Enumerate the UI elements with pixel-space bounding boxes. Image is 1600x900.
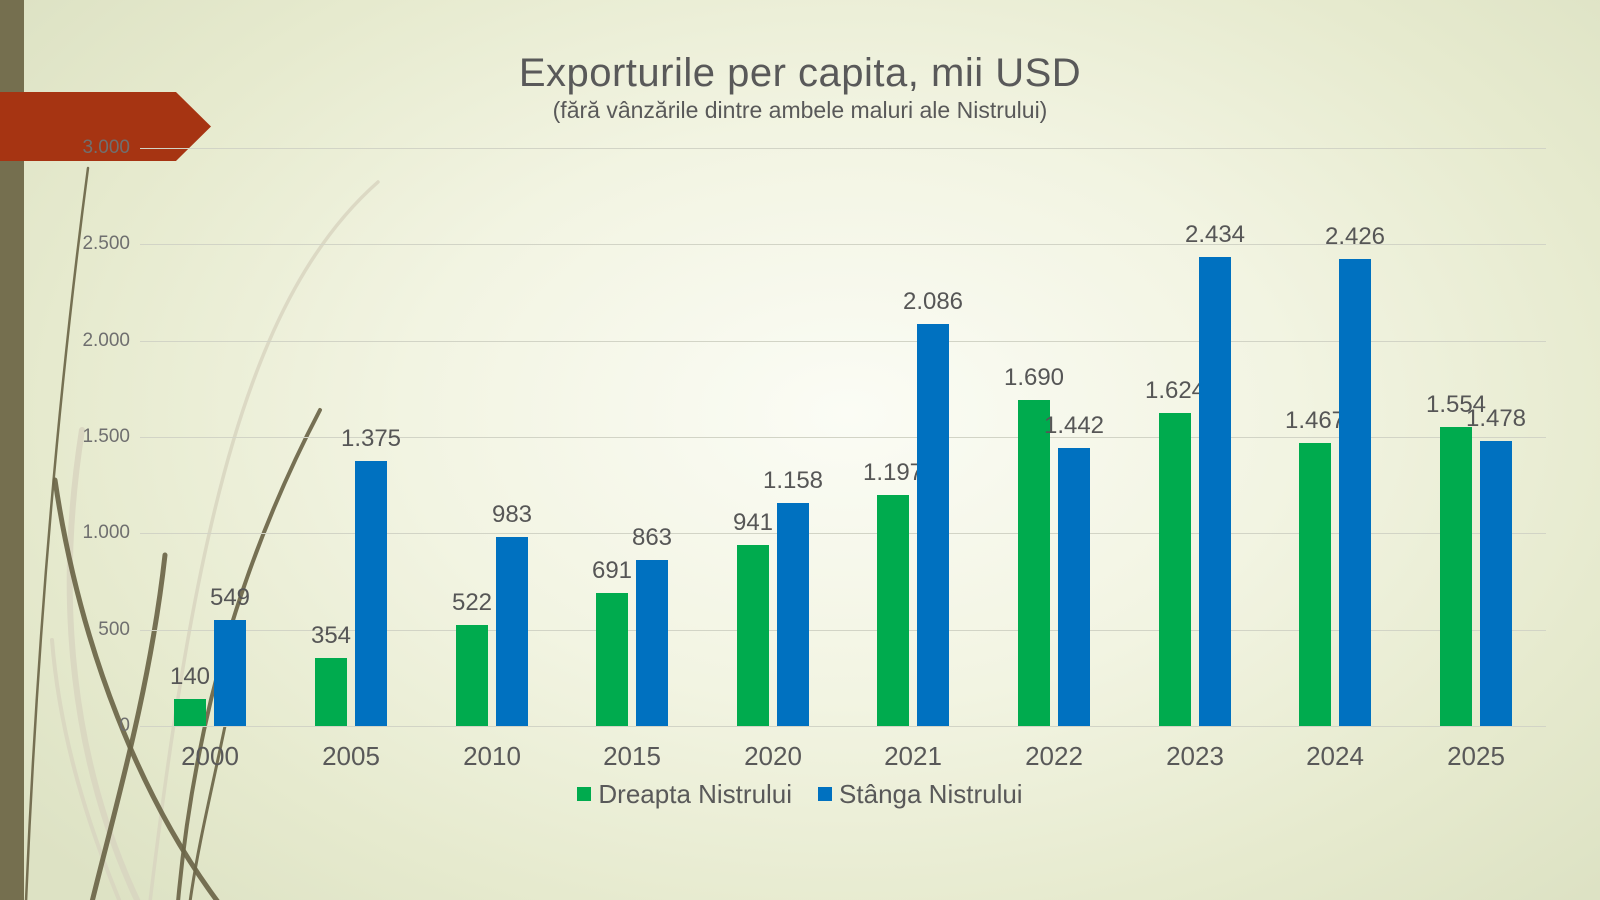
y-tick-label: 2.500 bbox=[82, 233, 130, 254]
x-tick-label: 2000 bbox=[181, 741, 239, 771]
y-tick-label: 500 bbox=[98, 619, 130, 640]
bar-value-label: 691 bbox=[591, 557, 633, 584]
bar-dreapta-2024 bbox=[1299, 443, 1331, 726]
bar-stanga-2023 bbox=[1199, 257, 1231, 726]
bar-value-label: 863 bbox=[631, 524, 673, 551]
bar-stanga-2022 bbox=[1058, 448, 1090, 726]
bar-value-label: 1.467 bbox=[1284, 407, 1346, 434]
red-arrow-accent bbox=[0, 92, 211, 161]
title-block: Exporturile per capita, mii USD (fără vâ… bbox=[0, 50, 1600, 123]
x-tick-label: 2005 bbox=[322, 741, 380, 771]
bar-value-label: 2.426 bbox=[1324, 223, 1386, 250]
legend-entry-dreapta: Dreapta Nistrului bbox=[577, 779, 792, 809]
x-tick-label: 2021 bbox=[884, 741, 942, 771]
legend-entry-stanga: Stânga Nistrului bbox=[818, 779, 1023, 809]
y-tick-label: 1.500 bbox=[82, 426, 130, 447]
legend-label-stanga: Stânga Nistrului bbox=[839, 779, 1023, 809]
bar-dreapta-2022 bbox=[1018, 400, 1050, 726]
bar-stanga-2010 bbox=[496, 537, 528, 726]
chart-legend: Dreapta Nistrului Stânga Nistrului bbox=[0, 779, 1600, 809]
bar-value-label: 522 bbox=[451, 589, 493, 616]
x-tick-label: 2025 bbox=[1447, 741, 1505, 771]
x-tick-label: 2010 bbox=[463, 741, 521, 771]
y-tick-label: 1.000 bbox=[82, 522, 130, 543]
legend-swatch-green-icon bbox=[577, 787, 592, 801]
gridline-2.500 bbox=[140, 244, 1546, 245]
bar-value-label: 1.197 bbox=[862, 459, 924, 486]
x-tick-label: 2024 bbox=[1306, 741, 1364, 771]
legend-swatch-blue-icon bbox=[818, 787, 833, 801]
bar-value-label: 354 bbox=[310, 622, 352, 649]
gridline-2.000 bbox=[140, 341, 1546, 342]
bar-stanga-2021 bbox=[917, 324, 949, 726]
bar-value-label: 1.442 bbox=[1043, 412, 1105, 439]
bar-dreapta-2021 bbox=[877, 495, 909, 726]
bar-value-label: 2.086 bbox=[902, 288, 964, 315]
x-tick-label: 2015 bbox=[603, 741, 661, 771]
bar-dreapta-2023 bbox=[1159, 413, 1191, 726]
slide-subtitle: (fără vânzările dintre ambele maluri ale… bbox=[552, 97, 1048, 123]
gridline-3.000 bbox=[140, 148, 1546, 149]
bar-stanga-2005 bbox=[355, 461, 387, 726]
gridline-1.000 bbox=[140, 533, 1546, 534]
bar-stanga-2015 bbox=[636, 560, 668, 726]
bar-value-label: 1.158 bbox=[762, 467, 824, 494]
bar-value-label: 1.690 bbox=[1003, 364, 1065, 391]
bar-dreapta-2020 bbox=[737, 545, 769, 726]
bar-value-label: 140 bbox=[169, 663, 211, 690]
bar-dreapta-2010 bbox=[456, 625, 488, 726]
gridline-1.500 bbox=[140, 437, 1546, 438]
y-tick-label: 0 bbox=[119, 715, 130, 736]
bar-dreapta-2000 bbox=[174, 699, 206, 726]
bar-stanga-2020 bbox=[777, 503, 809, 726]
gridline-500 bbox=[140, 630, 1546, 631]
x-tick-label: 2020 bbox=[744, 741, 802, 771]
legend-label-dreapta: Dreapta Nistrului bbox=[598, 779, 793, 809]
bar-value-label: 1.624 bbox=[1144, 377, 1206, 404]
bar-value-label: 941 bbox=[732, 509, 774, 536]
bar-stanga-2000 bbox=[214, 620, 246, 726]
bar-value-label: 2.434 bbox=[1184, 221, 1246, 248]
y-tick-label: 3.000 bbox=[82, 137, 130, 158]
bar-dreapta-2005 bbox=[315, 658, 347, 726]
bar-value-label: 1.554 bbox=[1425, 391, 1487, 418]
gridline-0 bbox=[140, 726, 1546, 727]
slide-title: Exporturile per capita, mii USD bbox=[518, 51, 1082, 95]
bar-dreapta-2015 bbox=[596, 593, 628, 726]
y-tick-label: 2.000 bbox=[82, 330, 130, 351]
bar-value-label: 1.478 bbox=[1465, 405, 1527, 432]
x-tick-label: 2023 bbox=[1166, 741, 1224, 771]
x-tick-label: 2022 bbox=[1025, 741, 1083, 771]
bar-value-label: 1.375 bbox=[340, 425, 402, 452]
bar-dreapta-2025 bbox=[1440, 427, 1472, 726]
bar-value-label: 983 bbox=[491, 501, 533, 528]
bar-stanga-2025 bbox=[1480, 441, 1512, 726]
bar-stanga-2024 bbox=[1339, 259, 1371, 726]
bar-value-label: 549 bbox=[209, 584, 251, 611]
